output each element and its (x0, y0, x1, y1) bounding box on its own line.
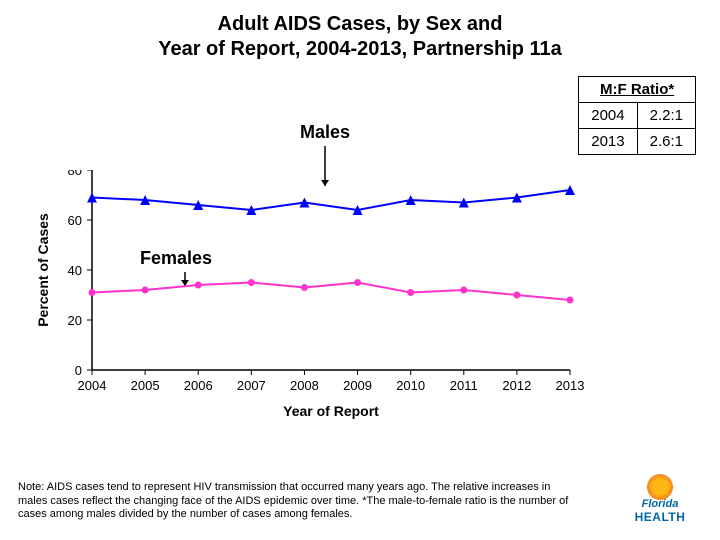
svg-text:2013: 2013 (556, 378, 585, 393)
svg-text:2004: 2004 (78, 378, 107, 393)
title-line-2: Year of Report, 2004-2013, Partnership 1… (158, 38, 562, 60)
svg-text:2007: 2007 (237, 378, 266, 393)
svg-text:Percent of Cases: Percent of Cases (35, 213, 51, 327)
svg-text:2010: 2010 (396, 378, 425, 393)
logo-text-health: HEALTH (618, 510, 702, 524)
ratio-table: M:F Ratio* 2004 2.2:1 2013 2.6:1 (578, 76, 696, 155)
ratio-value: 2.2:1 (637, 103, 695, 129)
svg-text:Year of Report: Year of Report (283, 403, 379, 419)
svg-text:2008: 2008 (290, 378, 319, 393)
footnote: Note: AIDS cases tend to represent HIV t… (18, 481, 578, 522)
line-chart: 0 20 40 60 80 2004 2005 2006 2007 2008 2009 2010 201… (30, 170, 590, 430)
svg-text:40: 40 (68, 263, 82, 278)
svg-text:2009: 2009 (343, 378, 372, 393)
chart-title: Adult AIDS Cases, by Sex and Year of Rep… (0, 0, 720, 66)
table-row: 2004 2.2:1 (579, 103, 696, 129)
svg-text:2005: 2005 (131, 378, 160, 393)
svg-text:20: 20 (68, 313, 82, 328)
svg-text:2011: 2011 (450, 378, 478, 393)
svg-text:0: 0 (75, 363, 82, 378)
title-line-1: Adult AIDS Cases, by Sex and (218, 13, 503, 35)
florida-health-logo: Florida HEALTH (618, 474, 702, 522)
ratio-header: M:F Ratio* (579, 77, 696, 103)
sun-icon (647, 474, 673, 500)
ratio-value: 2.6:1 (637, 129, 695, 155)
table-row: 2013 2.6:1 (579, 129, 696, 155)
svg-text:2012: 2012 (502, 378, 531, 393)
series-label-males: Males (300, 122, 350, 143)
ratio-year: 2013 (579, 129, 637, 155)
svg-text:80: 80 (68, 170, 82, 178)
svg-text:2006: 2006 (184, 378, 213, 393)
svg-text:60: 60 (68, 213, 82, 228)
ratio-year: 2004 (579, 103, 637, 129)
